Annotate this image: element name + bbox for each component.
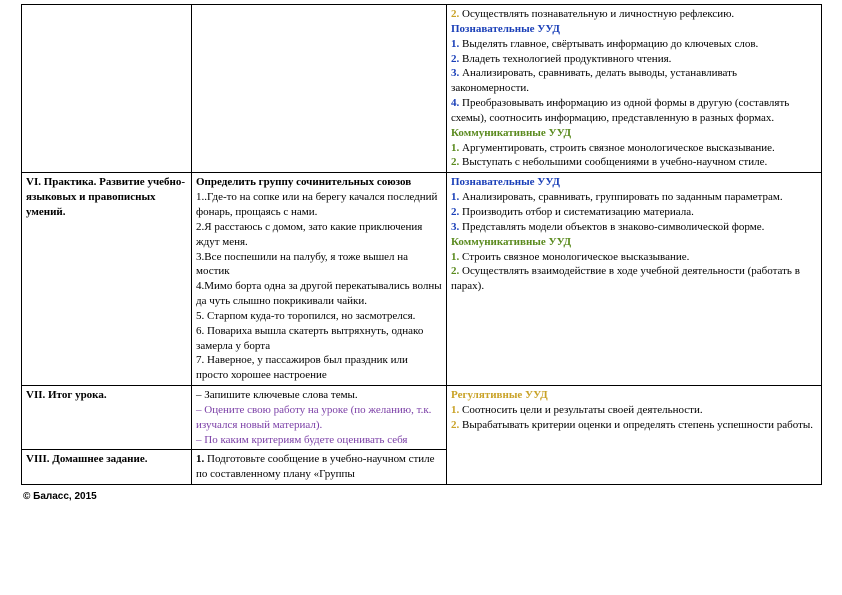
- txt: Осуществлять познавательную и личностную…: [462, 8, 734, 20]
- page: 2. Осуществлять познавательную и личност…: [21, 0, 821, 502]
- cell-r2c3: Познавательные УУД 1. Анализировать, сра…: [447, 173, 822, 386]
- txt: Соотносить цели и результаты своей деяте…: [462, 404, 703, 416]
- num: 4.: [451, 97, 459, 109]
- list-item: 6. Повариха вышла скатерть вытряхнуть, о…: [196, 324, 442, 354]
- list-item: 5. Старпом куда-то торопился, но засмотр…: [196, 309, 442, 324]
- section-title: VII. Итог урока.: [26, 389, 107, 401]
- txt: Анализировать, сравнивать, группировать …: [462, 191, 783, 203]
- num: 2.: [451, 8, 459, 20]
- txt: Вырабатывать критерии оценки и определят…: [462, 419, 813, 431]
- txt: Представлять модели объектов в знаково-с…: [462, 221, 764, 233]
- txt: Аргументировать, строить связное монолог…: [462, 142, 775, 154]
- num: 2.: [451, 419, 459, 431]
- section-title: VI. Практика. Развитие учебно-языковых и…: [26, 176, 185, 218]
- heading-reg: Регулятивные УУД: [451, 388, 817, 403]
- num: 2.: [451, 156, 459, 168]
- list-item: – По каким критериям будете оценивать се…: [196, 433, 442, 448]
- num: 2.: [451, 265, 459, 277]
- txt: Анализировать, сравнивать, делать выводы…: [451, 67, 737, 94]
- num: 1.: [451, 251, 459, 263]
- txt: Осуществлять взаимодействие в ходе учебн…: [451, 265, 800, 292]
- list-item: – Оцените свою работу на уроке (по желан…: [196, 403, 442, 433]
- table-row: 2. Осуществлять познавательную и личност…: [22, 5, 822, 173]
- txt: Владеть технологией продуктивного чтения…: [462, 53, 671, 65]
- table-row: VI. Практика. Развитие учебно-языковых и…: [22, 173, 822, 386]
- lesson-table: 2. Осуществлять познавательную и личност…: [21, 4, 822, 485]
- list-item: 2.Я расстаюсь с домом, зато какие приклю…: [196, 220, 442, 250]
- cell-r2c1: VI. Практика. Развитие учебно-языковых и…: [22, 173, 192, 386]
- cell-r1c1: [22, 5, 192, 173]
- heading-pozn: Познавательные УУД: [451, 22, 817, 37]
- cell-r3c1: VII. Итог урока.: [22, 386, 192, 450]
- section-title: VIII. Домашнее задание.: [26, 453, 148, 465]
- txt: Выступать с небольшими сообщениями в уче…: [462, 156, 767, 168]
- cell-r4c1: VIII. Домашнее задание.: [22, 450, 192, 485]
- copyright-footer: © Баласс, 2015: [21, 491, 821, 502]
- table-row: VII. Итог урока. – Запишите ключевые сло…: [22, 386, 822, 450]
- heading-pozn: Познавательные УУД: [451, 175, 817, 190]
- txt: Подготовьте сообщение в учебно-научном с…: [196, 453, 435, 480]
- cell-r3c2: – Запишите ключевые слова темы. – Оценит…: [192, 386, 447, 450]
- num: 1.: [451, 38, 459, 50]
- cell-r4c2: 1. Подготовьте сообщение в учебно-научно…: [192, 450, 447, 485]
- list-item: 4.Мимо борта одна за другой перекатывали…: [196, 279, 442, 309]
- num: 2.: [451, 53, 459, 65]
- list-item: 1..Где-то на сопке или на берегу качался…: [196, 190, 442, 220]
- heading-komm: Коммуникативные УУД: [451, 235, 817, 250]
- cell-r3c3: Регулятивные УУД 1. Соотносить цели и ре…: [447, 386, 822, 485]
- cell-r1c3: 2. Осуществлять познавательную и личност…: [447, 5, 822, 173]
- txt: Строить связное монологическое высказыва…: [462, 251, 689, 263]
- txt: Производить отбор и систематизацию матер…: [462, 206, 694, 218]
- cell-r2c2: Определить группу сочинительных союзов 1…: [192, 173, 447, 386]
- list-item: 3.Все поспешили на палубу, я тоже вышел …: [196, 250, 442, 280]
- cell-r1c2: [192, 5, 447, 173]
- num: 2.: [451, 206, 459, 218]
- num: 1.: [451, 191, 459, 203]
- num: 1.: [451, 404, 459, 416]
- list-item: – Запишите ключевые слова темы.: [196, 388, 442, 403]
- txt: Выделять главное, свёртывать информацию …: [462, 38, 758, 50]
- num: 1.: [196, 453, 204, 465]
- num: 3.: [451, 67, 459, 79]
- num: 1.: [451, 142, 459, 154]
- list-item: 7. Наверное, у пассажиров был праздник и…: [196, 353, 442, 383]
- task-title: Определить группу сочинительных союзов: [196, 175, 442, 190]
- txt: Преобразовывать информацию из одной форм…: [451, 97, 789, 124]
- heading-komm: Коммуникативные УУД: [451, 126, 817, 141]
- num: 3.: [451, 221, 459, 233]
